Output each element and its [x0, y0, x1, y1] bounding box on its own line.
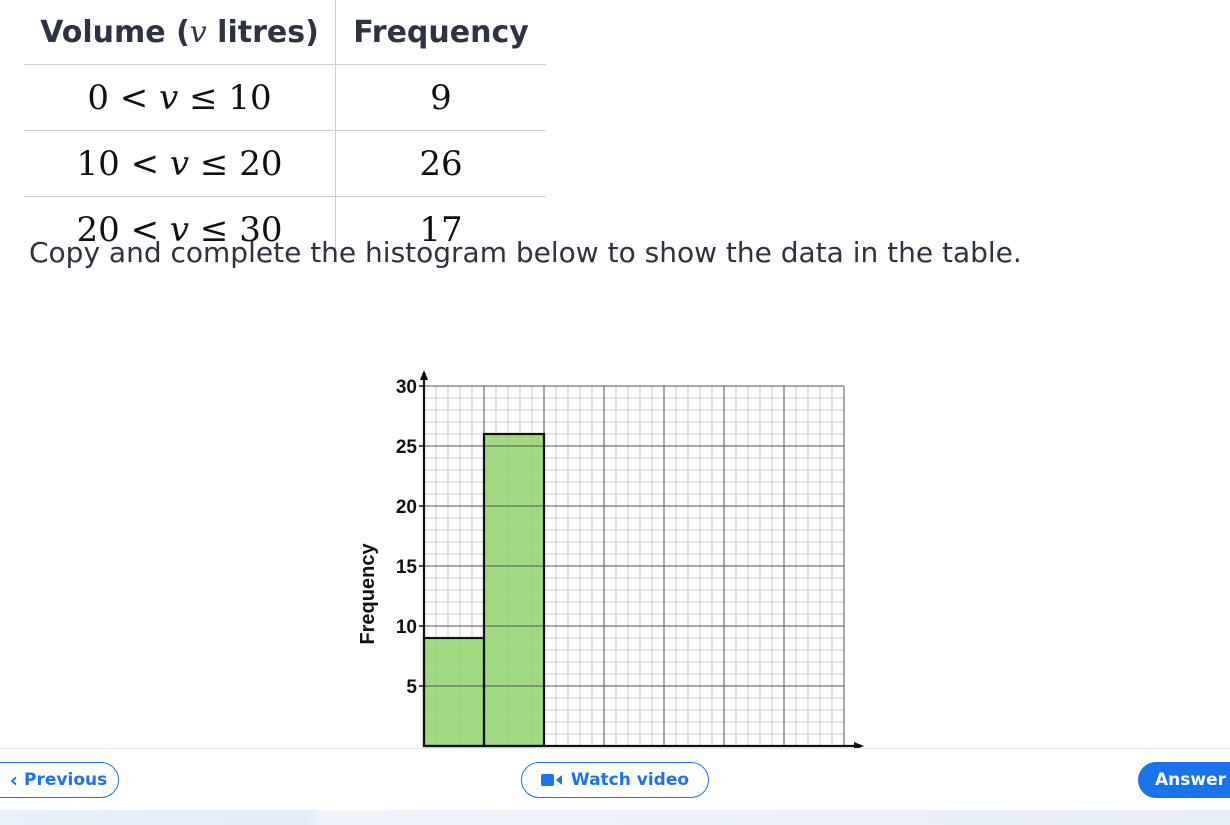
watch-video-label: Watch video — [570, 770, 690, 790]
y-tick-label-10: 10 — [396, 617, 417, 638]
y-ticks: 5 10 15 20 25 30 — [396, 377, 424, 698]
y-tick-label-25: 25 — [396, 437, 418, 458]
bottom-nav: ‹ Previous Watch video Answer — [0, 748, 1230, 811]
answer-label: Answer — [1155, 770, 1226, 790]
header-frequency: Frequency — [335, 0, 546, 65]
footer-band — [0, 810, 1230, 825]
video-camera-icon — [540, 773, 563, 787]
previous-label: Previous — [24, 770, 108, 790]
grid-major — [423, 385, 845, 747]
y-tick-label-20: 20 — [396, 497, 417, 518]
frequency-cell: 17 — [419, 209, 463, 250]
instruction-text: Copy and complete the histogram below to… — [29, 236, 1022, 269]
histogram-bar-2 — [484, 434, 544, 746]
axes — [420, 370, 864, 748]
y-axis-arrow — [420, 370, 428, 380]
volume-cell: 10 < v ≤ 20 — [24, 130, 336, 197]
answer-button[interactable]: Answer — [1138, 762, 1230, 798]
y-tick-label-5: 5 — [406, 677, 417, 698]
frequency-cell: 26 — [335, 130, 546, 197]
histogram-bars — [424, 434, 544, 746]
table-header-row: Volume (v litres) Frequency — [24, 0, 546, 65]
frequency-cell: 9 — [335, 64, 546, 131]
frequency-table: Volume (v litres) Frequency 0 < v ≤ 10 9… — [24, 0, 546, 262]
watch-video-button[interactable]: Watch video — [521, 762, 709, 798]
chevron-left-icon: ‹ — [9, 768, 19, 792]
header-volume: Volume (v litres) — [24, 0, 336, 65]
y-axis-label: Frequency — [357, 543, 379, 645]
histogram-bar-1 — [424, 638, 484, 746]
y-tick-label-30: 30 — [396, 377, 417, 398]
histogram-chart: 5 10 15 20 25 30 Frequency — [357, 370, 864, 748]
previous-button[interactable]: ‹ Previous — [0, 762, 119, 798]
table-row: 20 < v ≤ 30 17 — [24, 196, 546, 262]
table-row: 10 < v ≤ 20 26 — [24, 130, 546, 197]
table-row: 0 < v ≤ 10 9 — [24, 64, 546, 131]
volume-cell: 0 < v ≤ 10 — [24, 64, 336, 131]
y-tick-label-15: 15 — [396, 557, 418, 578]
x-axis-arrow — [854, 742, 864, 748]
volume-cell: 20 < v ≤ 30 — [24, 196, 336, 262]
